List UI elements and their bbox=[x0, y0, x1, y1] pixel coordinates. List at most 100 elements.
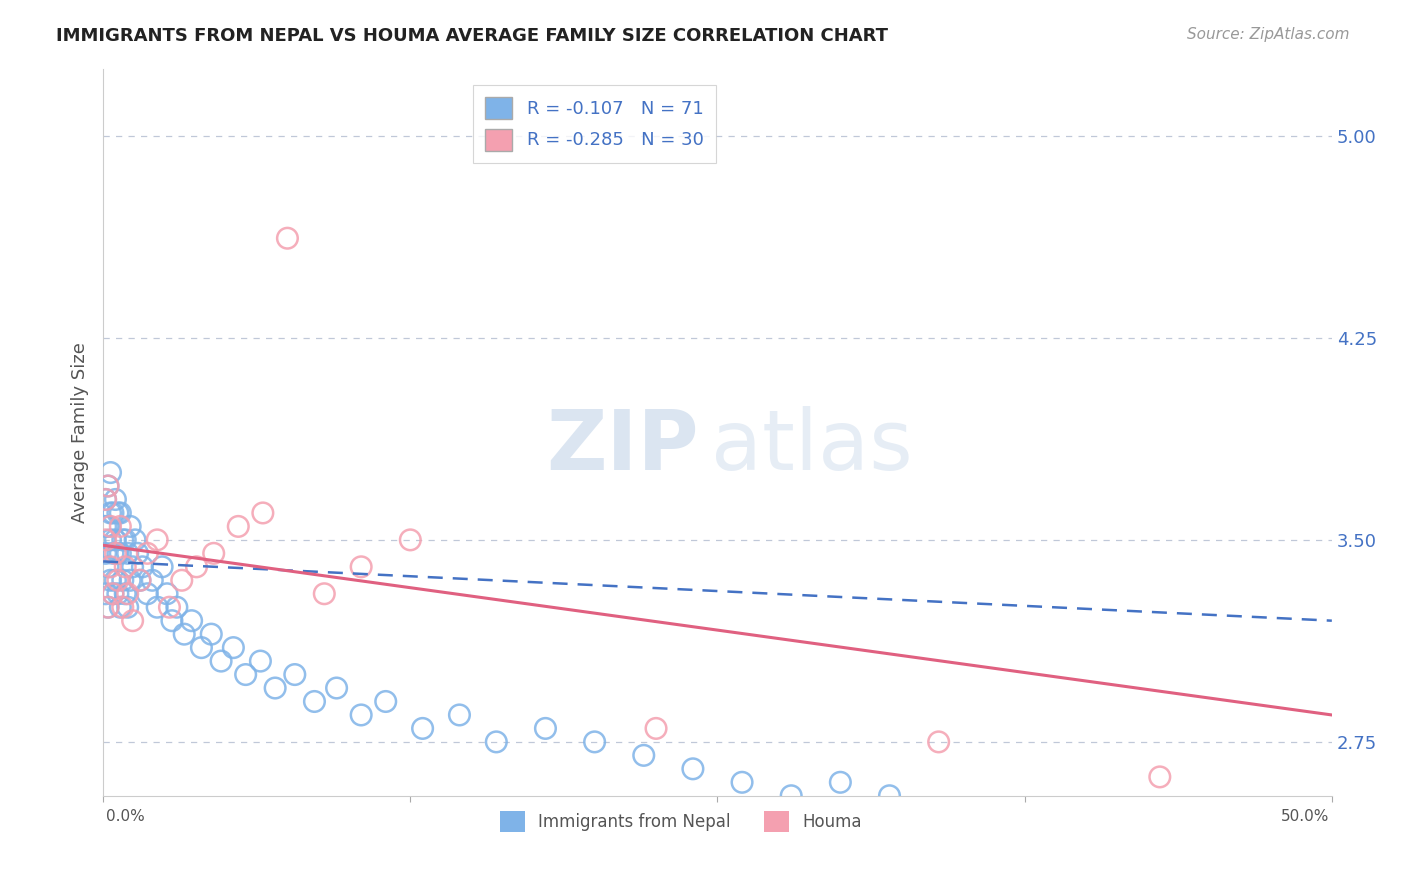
Point bbox=[136, 587, 159, 601]
Text: Source: ZipAtlas.com: Source: ZipAtlas.com bbox=[1187, 27, 1350, 42]
Text: ZIP: ZIP bbox=[547, 406, 699, 487]
Point bbox=[110, 546, 132, 560]
Point bbox=[160, 614, 183, 628]
Point bbox=[350, 559, 373, 574]
Point bbox=[117, 587, 139, 601]
Point bbox=[252, 506, 274, 520]
Point bbox=[114, 587, 136, 601]
Point bbox=[101, 546, 124, 560]
Point bbox=[780, 789, 803, 803]
Point bbox=[101, 506, 124, 520]
Point bbox=[146, 600, 169, 615]
Point bbox=[117, 600, 139, 615]
Point bbox=[94, 587, 117, 601]
Point bbox=[276, 231, 298, 245]
Text: 50.0%: 50.0% bbox=[1281, 809, 1329, 824]
Point bbox=[350, 708, 373, 723]
Point bbox=[1149, 770, 1171, 784]
Point bbox=[249, 654, 271, 668]
Point bbox=[202, 546, 225, 560]
Point bbox=[159, 600, 181, 615]
Point bbox=[100, 466, 122, 480]
Point bbox=[114, 533, 136, 547]
Point bbox=[534, 722, 557, 736]
Point bbox=[170, 574, 193, 588]
Point bbox=[120, 574, 142, 588]
Point bbox=[129, 574, 152, 588]
Point bbox=[97, 479, 120, 493]
Point bbox=[682, 762, 704, 776]
Point bbox=[633, 748, 655, 763]
Point bbox=[190, 640, 212, 655]
Point bbox=[110, 600, 132, 615]
Point bbox=[97, 519, 120, 533]
Point bbox=[226, 519, 249, 533]
Point bbox=[146, 533, 169, 547]
Point bbox=[124, 533, 146, 547]
Point bbox=[264, 681, 287, 695]
Point bbox=[485, 735, 508, 749]
Point bbox=[731, 775, 754, 789]
Point bbox=[304, 694, 326, 708]
Point bbox=[166, 600, 188, 615]
Point bbox=[127, 546, 149, 560]
Point bbox=[94, 533, 117, 547]
Point bbox=[100, 574, 122, 588]
Point bbox=[114, 559, 136, 574]
Point bbox=[107, 546, 129, 560]
Point bbox=[107, 574, 129, 588]
Point bbox=[830, 775, 852, 789]
Point bbox=[121, 559, 143, 574]
Text: IMMIGRANTS FROM NEPAL VS HOUMA AVERAGE FAMILY SIZE CORRELATION CHART: IMMIGRANTS FROM NEPAL VS HOUMA AVERAGE F… bbox=[56, 27, 889, 45]
Point bbox=[222, 640, 245, 655]
Point bbox=[879, 789, 901, 803]
Point bbox=[101, 587, 124, 601]
Point bbox=[173, 627, 195, 641]
Point bbox=[94, 492, 117, 507]
Point bbox=[136, 546, 159, 560]
Point bbox=[94, 492, 117, 507]
Point bbox=[131, 559, 153, 574]
Point bbox=[104, 574, 127, 588]
Point bbox=[952, 802, 974, 816]
Point bbox=[97, 559, 120, 574]
Point bbox=[235, 667, 257, 681]
Point bbox=[141, 574, 163, 588]
Point bbox=[180, 614, 202, 628]
Point bbox=[325, 681, 347, 695]
Point bbox=[156, 587, 179, 601]
Point bbox=[101, 587, 124, 601]
Point bbox=[104, 546, 127, 560]
Point bbox=[374, 694, 396, 708]
Point bbox=[150, 559, 173, 574]
Point bbox=[186, 559, 208, 574]
Point bbox=[284, 667, 307, 681]
Point bbox=[107, 587, 129, 601]
Point bbox=[97, 600, 120, 615]
Point bbox=[129, 574, 152, 588]
Point bbox=[449, 708, 471, 723]
Point bbox=[100, 506, 122, 520]
Point bbox=[314, 587, 336, 601]
Point bbox=[107, 506, 129, 520]
Point bbox=[645, 722, 668, 736]
Point bbox=[100, 559, 122, 574]
Point bbox=[94, 519, 117, 533]
Point bbox=[94, 546, 117, 560]
Point bbox=[100, 519, 122, 533]
Point bbox=[104, 533, 127, 547]
Point bbox=[110, 506, 132, 520]
Point bbox=[399, 533, 422, 547]
Point bbox=[110, 519, 132, 533]
Point bbox=[111, 574, 134, 588]
Point bbox=[200, 627, 222, 641]
Point bbox=[209, 654, 232, 668]
Point bbox=[111, 600, 134, 615]
Point bbox=[97, 479, 120, 493]
Point bbox=[111, 533, 134, 547]
Point bbox=[120, 519, 142, 533]
Legend: R = -0.107   N = 71, R = -0.285   N = 30: R = -0.107 N = 71, R = -0.285 N = 30 bbox=[472, 85, 717, 163]
Point bbox=[412, 722, 434, 736]
Point bbox=[583, 735, 606, 749]
Point bbox=[117, 546, 139, 560]
